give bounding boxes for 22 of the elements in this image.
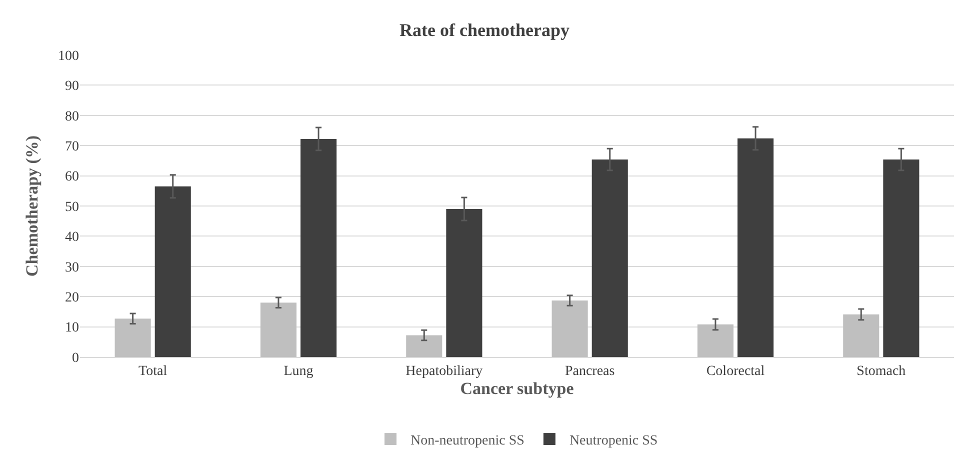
x-tick-label: Stomach (856, 364, 906, 379)
x-tick-label: Total (138, 364, 168, 379)
y-tick-label: 70 (65, 140, 79, 154)
y-tick-label: 90 (65, 79, 79, 94)
chart-title: Rate of chemotherapy (400, 20, 570, 40)
x-tick-label: Pancreas (564, 364, 615, 379)
y-tick-label: 100 (58, 48, 79, 64)
x-axis-title: Cancer subtype (460, 378, 574, 398)
x-tick-label: Lung (284, 364, 314, 379)
legend-label: Non-neutropenic SS (410, 434, 524, 448)
y-tick-label: 0 (72, 350, 79, 366)
y-tick-label: 60 (65, 170, 79, 185)
x-tick-label: Colorectal (706, 364, 765, 379)
x-tick-label: Hepatobiliary (406, 364, 483, 379)
legend-label: Neutropenic SS (569, 434, 658, 448)
y-tick-label: 50 (65, 200, 79, 215)
y-tick-label: 20 (65, 290, 79, 306)
y-tick-label: 30 (65, 260, 79, 276)
y-tick-label: 40 (65, 230, 79, 246)
y-tick-label: 80 (65, 109, 79, 124)
y-tick-label: 10 (65, 320, 79, 336)
y-axis-title: Chemotherapy (%) (22, 135, 42, 277)
